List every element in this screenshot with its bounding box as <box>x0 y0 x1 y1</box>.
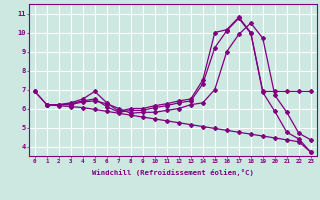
X-axis label: Windchill (Refroidissement éolien,°C): Windchill (Refroidissement éolien,°C) <box>92 169 254 176</box>
